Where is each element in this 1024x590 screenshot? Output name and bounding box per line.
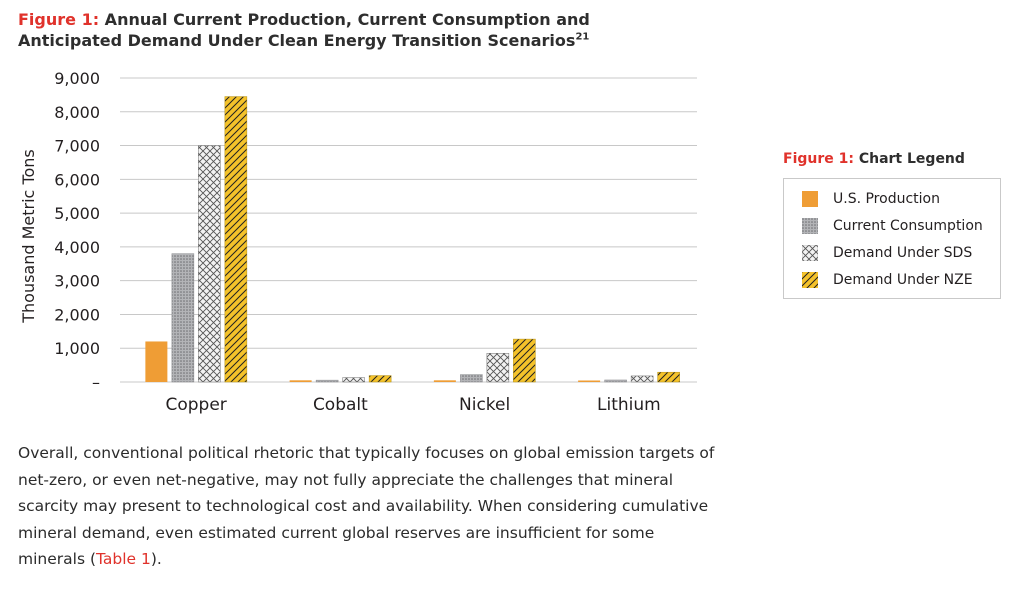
x-tick-label: Cobalt xyxy=(313,395,368,415)
y-axis-label: Thousand Metric Tons xyxy=(19,149,38,324)
y-tick-label: 7,000 xyxy=(54,137,100,156)
bar-nickel-demand-under-sds xyxy=(486,353,510,383)
y-tick-label: 2,000 xyxy=(54,305,100,324)
table-link[interactable]: Table 1 xyxy=(96,550,151,568)
y-tick-label: 8,000 xyxy=(54,103,100,122)
body-text: Overall, conventional political rhetoric… xyxy=(18,444,715,568)
bar-chart: – 1,000 2,000 3,000 4,000 5,000 6,000 7,000 8,00… xyxy=(19,69,697,415)
x-axis-ticks: Copper Cobalt Nickel Lithium xyxy=(165,395,660,415)
y-tick-label: 5,000 xyxy=(54,204,100,223)
bar-nickel-current-consumption xyxy=(460,374,483,383)
figure-label: Figure 1: xyxy=(18,10,100,29)
bar-cobalt-u-s-production xyxy=(289,380,312,382)
x-tick-label: Nickel xyxy=(459,395,510,415)
body-paragraph: Overall, conventional political rhetoric… xyxy=(18,440,718,573)
figure-title-line2: Anticipated Demand Under Clean Energy Tr… xyxy=(18,31,576,50)
legend-item-current-consumption: Current Consumption xyxy=(802,216,983,236)
bar-lithium-u-s-production xyxy=(578,380,601,382)
legend-text: Current Consumption xyxy=(833,218,983,234)
x-tick-label: Copper xyxy=(165,395,226,415)
legend-text: U.S. Production xyxy=(833,191,940,207)
legend-heading: Figure 1: Chart Legend xyxy=(783,151,965,167)
bar-nickel-u-s-production xyxy=(433,380,456,382)
y-axis-ticks: – 1,000 2,000 3,000 4,000 5,000 6,000 7,000 8,00… xyxy=(54,69,100,392)
bars xyxy=(145,96,680,383)
legend-title: Chart Legend xyxy=(853,151,965,167)
legend-item-demand-sds: Demand Under SDS xyxy=(802,243,972,263)
x-tick-label: Lithium xyxy=(597,395,661,415)
legend-swatch-dots xyxy=(802,218,818,234)
legend-label: Figure 1: xyxy=(783,151,854,167)
bar-lithium-demand-under-sds xyxy=(630,375,654,383)
bar-lithium-demand-under-nze xyxy=(657,371,680,383)
legend-item-us-production: U.S. Production xyxy=(802,189,940,209)
bar-lithium-current-consumption xyxy=(604,379,627,383)
legend-item-demand-nze: Demand Under NZE xyxy=(802,270,973,290)
footnote-ref[interactable]: 21 xyxy=(575,31,590,43)
y-tick-label: 9,000 xyxy=(54,69,100,88)
legend-text: Demand Under NZE xyxy=(833,272,973,288)
y-tick-label: 3,000 xyxy=(54,272,100,291)
y-tick-label: – xyxy=(92,373,100,392)
y-tick-label: 1,000 xyxy=(54,339,100,358)
chart-legend: U.S. Production Current Consumption Dema… xyxy=(783,178,1001,299)
bar-cobalt-demand-under-sds xyxy=(342,377,365,383)
legend-swatch-crosshatch xyxy=(802,245,818,261)
bar-copper-u-s-production xyxy=(145,341,168,382)
bar-copper-demand-under-sds xyxy=(198,145,221,383)
y-tick-label: 4,000 xyxy=(54,238,100,257)
bar-cobalt-demand-under-nze xyxy=(368,375,392,383)
figure-title-line1: Annual Current Production, Current Consu… xyxy=(99,10,590,29)
legend-swatch-solid xyxy=(802,191,818,207)
bar-nickel-demand-under-nze xyxy=(513,338,536,383)
bar-copper-current-consumption xyxy=(171,253,195,383)
legend-swatch-diagonal xyxy=(802,272,818,288)
bar-copper-demand-under-nze xyxy=(224,96,248,383)
body-text-end: ). xyxy=(150,550,162,568)
figure-title: Figure 1: Annual Current Production, Cur… xyxy=(18,9,590,51)
bar-cobalt-current-consumption xyxy=(315,379,339,383)
legend-text: Demand Under SDS xyxy=(833,245,973,261)
y-tick-label: 6,000 xyxy=(54,170,100,189)
